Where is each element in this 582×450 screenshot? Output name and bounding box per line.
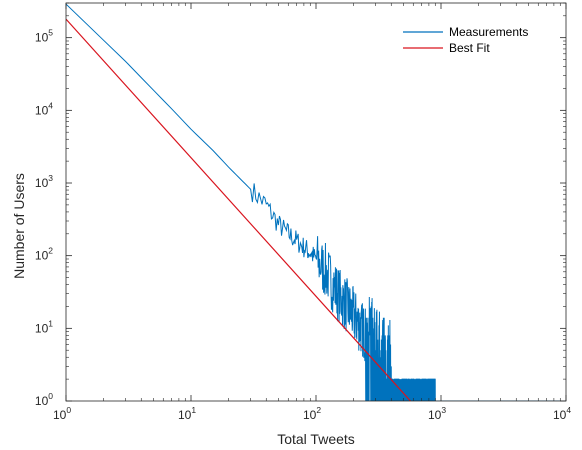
y-tick-label: 102 [35, 246, 53, 263]
y-axis-title: Number of Users [11, 173, 27, 279]
x-tick-label: 100 [53, 405, 71, 422]
legend-label-measurements: Measurements [449, 25, 528, 39]
x-tick-label: 102 [303, 405, 321, 422]
y-tick-label: 103 [35, 173, 53, 190]
y-tick-label: 104 [35, 100, 53, 117]
legend: Measurements Best Fit [403, 25, 528, 55]
series-measurements-line [66, 3, 566, 401]
legend-label-best-fit: Best Fit [449, 41, 490, 55]
y-tick-label: 105 [35, 28, 53, 45]
x-tick-label: 101 [178, 405, 196, 422]
x-tick-label: 104 [553, 405, 571, 422]
axes: 100 101 102 103 104 100 101 102 103 104 105 [35, 2, 571, 422]
x-axis-title: Total Tweets [277, 431, 355, 447]
y-tick-label: 100 [35, 391, 53, 408]
x-tick-label: 103 [428, 405, 446, 422]
series-best-fit-line [66, 18, 411, 401]
plot-area [66, 3, 566, 401]
y-tick-label: 101 [35, 318, 53, 335]
axes-box [65, 2, 567, 402]
